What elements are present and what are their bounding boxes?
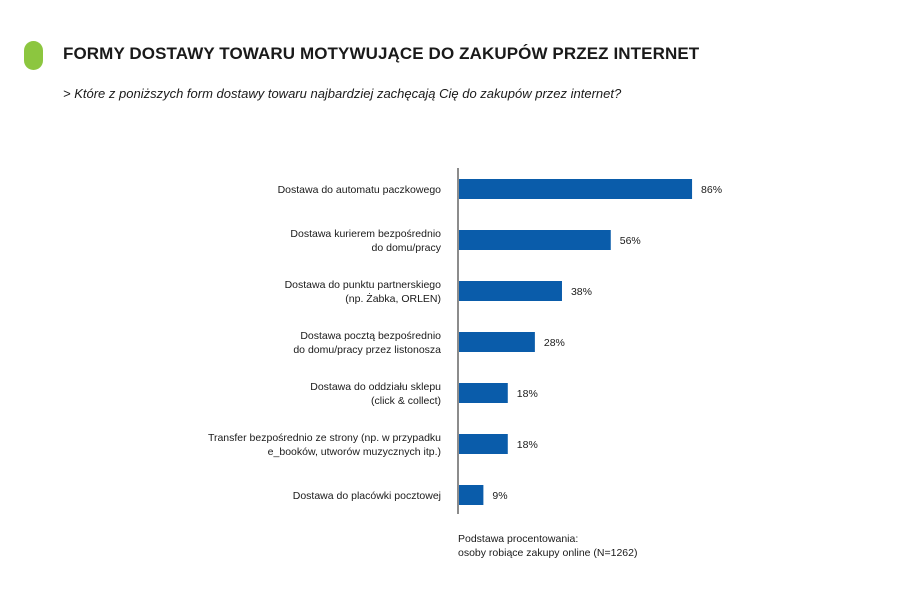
- category-label: (np. Żabka, ORLEN): [345, 292, 441, 305]
- category-label: e_booków, utworów muzycznych itp.): [268, 446, 441, 458]
- bar: [459, 434, 508, 454]
- category-label: Dostawa pocztą bezpośrednio: [300, 330, 441, 342]
- category-label: Transfer bezpośrednio ze strony (np. w p…: [208, 432, 441, 444]
- category-label: do domu/pracy: [372, 242, 442, 254]
- category-label: Dostawa do placówki pocztowej: [293, 490, 441, 502]
- footnote-line-1: Podstawa procentowania:: [458, 533, 579, 545]
- data-label: 18%: [517, 439, 538, 451]
- data-label: 86%: [701, 184, 722, 196]
- data-label: 18%: [517, 388, 538, 400]
- bar: [459, 179, 693, 199]
- category-label: (click & collect): [371, 395, 441, 407]
- category-label: Dostawa do punktu partnerskiego: [285, 279, 442, 291]
- data-label: 28%: [544, 337, 565, 349]
- chart-title: FORMY DOSTAWY TOWARU MOTYWUJĄCE DO ZAKUP…: [63, 44, 700, 63]
- data-label: 38%: [571, 286, 592, 298]
- category-label: Dostawa kurierem bezpośrednio: [290, 228, 441, 240]
- category-label: Dostawa do automatu paczkowego: [278, 184, 442, 196]
- bar: [459, 230, 611, 250]
- bar: [459, 383, 508, 403]
- footnote-line-2: osoby robiące zakupy online (N=1262): [458, 547, 638, 559]
- footnote: Podstawa procentowania: osoby robiące za…: [458, 532, 637, 560]
- chart-subtitle: > Które z poniższych form dostawy towaru…: [63, 86, 622, 101]
- category-label: do domu/pracy przez listonosza: [293, 344, 441, 356]
- data-label: 56%: [620, 235, 641, 247]
- category-label: Dostawa do oddziału sklepu: [310, 381, 441, 393]
- bar: [459, 485, 484, 505]
- bar: [459, 281, 562, 301]
- accent-marker: [24, 41, 43, 70]
- data-label: 9%: [492, 490, 507, 502]
- bar: [459, 332, 535, 352]
